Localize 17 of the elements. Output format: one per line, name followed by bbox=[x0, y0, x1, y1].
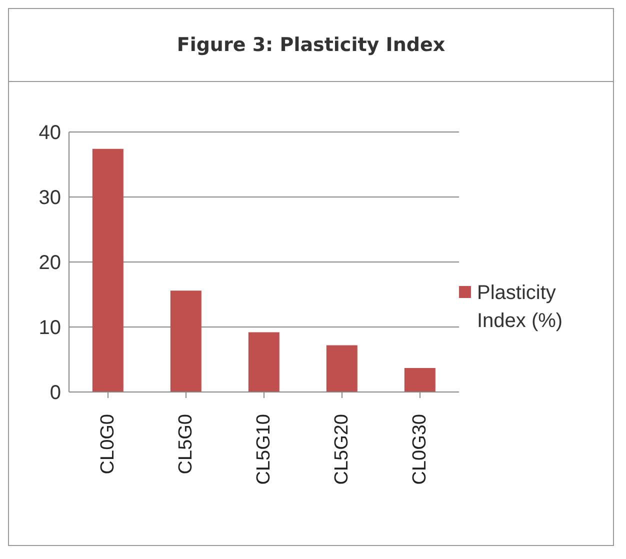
bar bbox=[326, 345, 358, 392]
y-tick-label: 10 bbox=[38, 317, 61, 340]
y-tick-label: 0 bbox=[50, 382, 61, 404]
bar bbox=[248, 332, 280, 392]
chart-title: Figure 3: Plasticity Index bbox=[9, 9, 613, 82]
y-tick-label: 20 bbox=[38, 252, 61, 274]
legend-label: Plasticity Index (%) bbox=[477, 281, 564, 334]
bar bbox=[92, 148, 124, 392]
x-tick-label: CL5G0 bbox=[176, 414, 196, 474]
bar bbox=[170, 290, 202, 392]
x-tick-label: CL5G20 bbox=[332, 414, 352, 485]
bar bbox=[404, 368, 436, 392]
y-tick-label: 30 bbox=[38, 187, 61, 210]
x-tick-label: CL0G30 bbox=[410, 414, 430, 485]
x-tick-label: CL5G10 bbox=[254, 414, 274, 485]
y-tick-label: 40 bbox=[38, 122, 61, 144]
x-tick-label: CL0G0 bbox=[98, 414, 118, 474]
